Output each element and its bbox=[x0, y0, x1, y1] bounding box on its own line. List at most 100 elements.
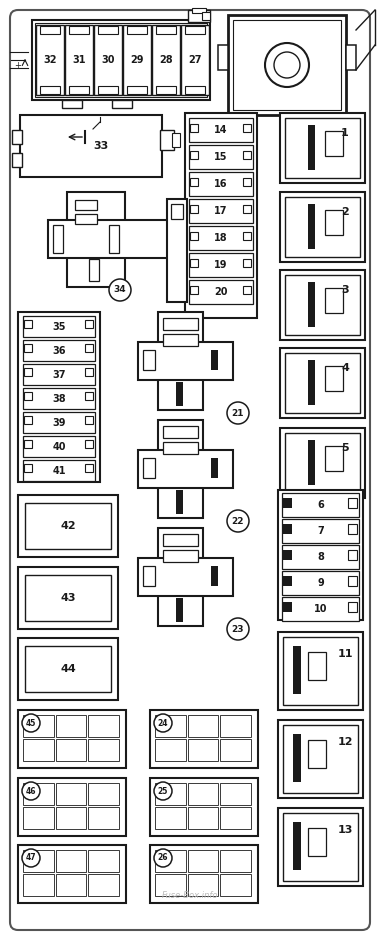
Text: 30: 30 bbox=[101, 55, 115, 65]
Circle shape bbox=[22, 782, 40, 800]
Bar bbox=[280, 192, 365, 262]
Text: 35: 35 bbox=[52, 321, 66, 331]
Bar bbox=[155, 783, 186, 805]
Bar bbox=[243, 151, 251, 159]
Bar bbox=[163, 550, 198, 562]
Bar bbox=[243, 124, 251, 132]
Bar bbox=[85, 416, 93, 424]
Bar bbox=[283, 576, 292, 586]
Bar bbox=[278, 490, 363, 620]
Bar bbox=[189, 145, 253, 169]
Bar bbox=[155, 715, 186, 737]
Text: 5: 5 bbox=[341, 443, 349, 453]
Bar bbox=[220, 807, 251, 829]
Bar bbox=[176, 598, 183, 622]
Bar bbox=[282, 519, 359, 543]
Bar bbox=[85, 464, 93, 472]
Circle shape bbox=[227, 618, 249, 640]
Text: Fuse-Box.info: Fuse-Box.info bbox=[162, 890, 218, 899]
Bar bbox=[171, 204, 183, 219]
Bar bbox=[280, 348, 365, 418]
Bar bbox=[24, 368, 32, 376]
Bar bbox=[278, 720, 363, 798]
Bar bbox=[192, 8, 206, 13]
Bar bbox=[158, 528, 203, 626]
Bar bbox=[75, 214, 97, 224]
Bar bbox=[18, 710, 126, 768]
Bar bbox=[98, 26, 118, 34]
Text: 6: 6 bbox=[317, 500, 324, 510]
Bar bbox=[325, 288, 343, 313]
Bar bbox=[152, 25, 180, 95]
Bar bbox=[283, 550, 292, 560]
Bar bbox=[69, 26, 89, 34]
Text: 21: 21 bbox=[232, 408, 244, 417]
Bar bbox=[143, 566, 155, 586]
Bar bbox=[190, 124, 198, 132]
Bar bbox=[190, 151, 198, 159]
Text: 38: 38 bbox=[52, 393, 66, 403]
Bar bbox=[143, 350, 155, 370]
Bar bbox=[189, 118, 253, 142]
Bar bbox=[190, 205, 198, 213]
Bar bbox=[218, 45, 228, 70]
Text: 37: 37 bbox=[52, 370, 66, 379]
Bar bbox=[285, 433, 360, 493]
Text: 31: 31 bbox=[72, 55, 86, 65]
Bar bbox=[35, 23, 207, 97]
Bar bbox=[282, 545, 359, 569]
Text: 22: 22 bbox=[232, 517, 244, 525]
Bar bbox=[32, 20, 210, 100]
Bar bbox=[123, 25, 151, 95]
Bar bbox=[163, 534, 198, 546]
Bar bbox=[308, 360, 315, 405]
Bar bbox=[189, 226, 253, 250]
Bar bbox=[156, 26, 176, 34]
Bar bbox=[23, 388, 95, 409]
Circle shape bbox=[109, 279, 131, 301]
Bar bbox=[220, 783, 251, 805]
Bar bbox=[23, 460, 95, 481]
Bar bbox=[220, 739, 251, 761]
Text: 2: 2 bbox=[341, 207, 349, 217]
Bar bbox=[85, 320, 93, 328]
Bar bbox=[48, 220, 192, 258]
Bar bbox=[25, 503, 111, 549]
Bar bbox=[308, 125, 315, 170]
Bar bbox=[23, 316, 95, 337]
Text: 25: 25 bbox=[158, 786, 168, 796]
Bar bbox=[188, 715, 218, 737]
Bar bbox=[158, 420, 203, 518]
Text: 32: 32 bbox=[43, 55, 57, 65]
Bar bbox=[85, 368, 93, 376]
Circle shape bbox=[22, 849, 40, 867]
Bar bbox=[150, 710, 258, 768]
Bar bbox=[285, 118, 360, 178]
Bar bbox=[285, 197, 360, 257]
Text: 23: 23 bbox=[232, 624, 244, 634]
Bar bbox=[293, 822, 301, 870]
Bar bbox=[25, 646, 111, 692]
Bar bbox=[163, 334, 198, 346]
Bar bbox=[325, 131, 343, 156]
Bar bbox=[308, 204, 315, 249]
Bar bbox=[202, 12, 210, 20]
Bar bbox=[75, 200, 97, 210]
Bar bbox=[285, 275, 360, 335]
Text: 34: 34 bbox=[114, 285, 126, 295]
Text: 40: 40 bbox=[52, 442, 66, 451]
Text: 26: 26 bbox=[158, 854, 168, 862]
Circle shape bbox=[22, 714, 40, 732]
Bar bbox=[24, 344, 32, 352]
Circle shape bbox=[227, 402, 249, 424]
Bar bbox=[20, 115, 162, 177]
Bar bbox=[243, 205, 251, 213]
Text: 11: 11 bbox=[337, 649, 353, 659]
Bar bbox=[23, 739, 54, 761]
Bar bbox=[325, 210, 343, 235]
Text: 9: 9 bbox=[317, 578, 324, 588]
Bar bbox=[69, 86, 89, 94]
Text: 42: 42 bbox=[60, 521, 76, 531]
Bar bbox=[283, 524, 292, 534]
Bar bbox=[176, 490, 183, 514]
